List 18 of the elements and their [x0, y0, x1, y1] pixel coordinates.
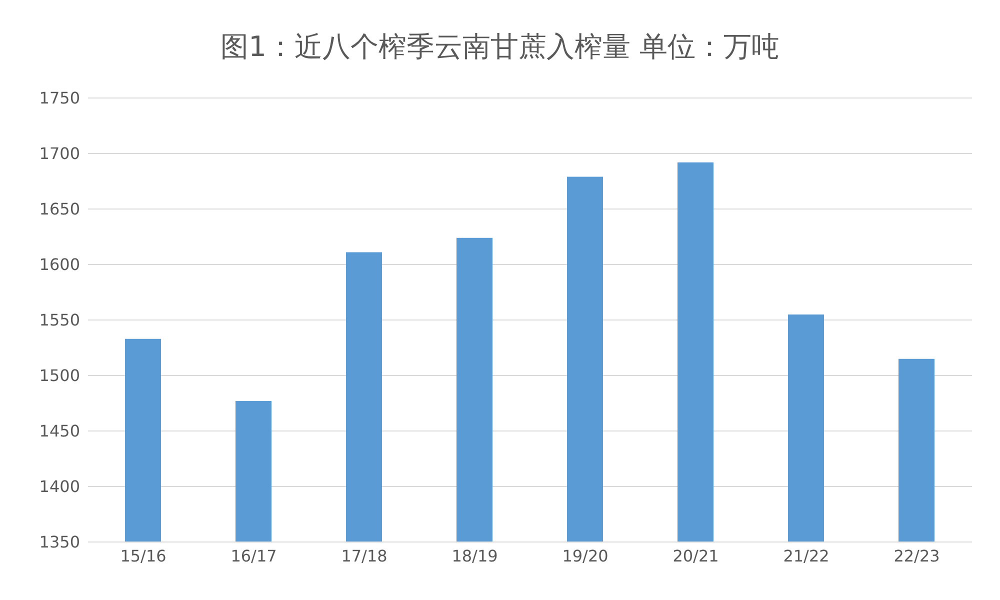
x-tick-label: 16/17: [230, 546, 277, 566]
y-tick-label: 1750: [39, 88, 80, 108]
x-tick-label: 19/20: [562, 546, 608, 566]
x-tick-label: 18/19: [452, 546, 498, 566]
y-tick-label: 1550: [39, 310, 80, 330]
y-tick-label: 1650: [39, 200, 80, 219]
x-tick-label: 22/23: [894, 546, 940, 566]
x-tick-label: 17/18: [341, 546, 388, 566]
y-tick-label: 1350: [39, 532, 80, 552]
y-tick-label: 1400: [39, 477, 80, 496]
y-tick-label: 1500: [39, 366, 80, 386]
y-tick-label: 1450: [39, 422, 80, 441]
x-tick-label: 21/22: [783, 546, 830, 566]
y-tick-label: 1700: [39, 144, 80, 164]
x-tick-label: 20/21: [672, 546, 719, 566]
y-tick-label: 1600: [39, 255, 80, 274]
chart-title: 图1：近八个榨季云南甘蔗入榨量 单位：万吨: [220, 29, 780, 65]
x-tick-label: 15/16: [120, 546, 166, 566]
